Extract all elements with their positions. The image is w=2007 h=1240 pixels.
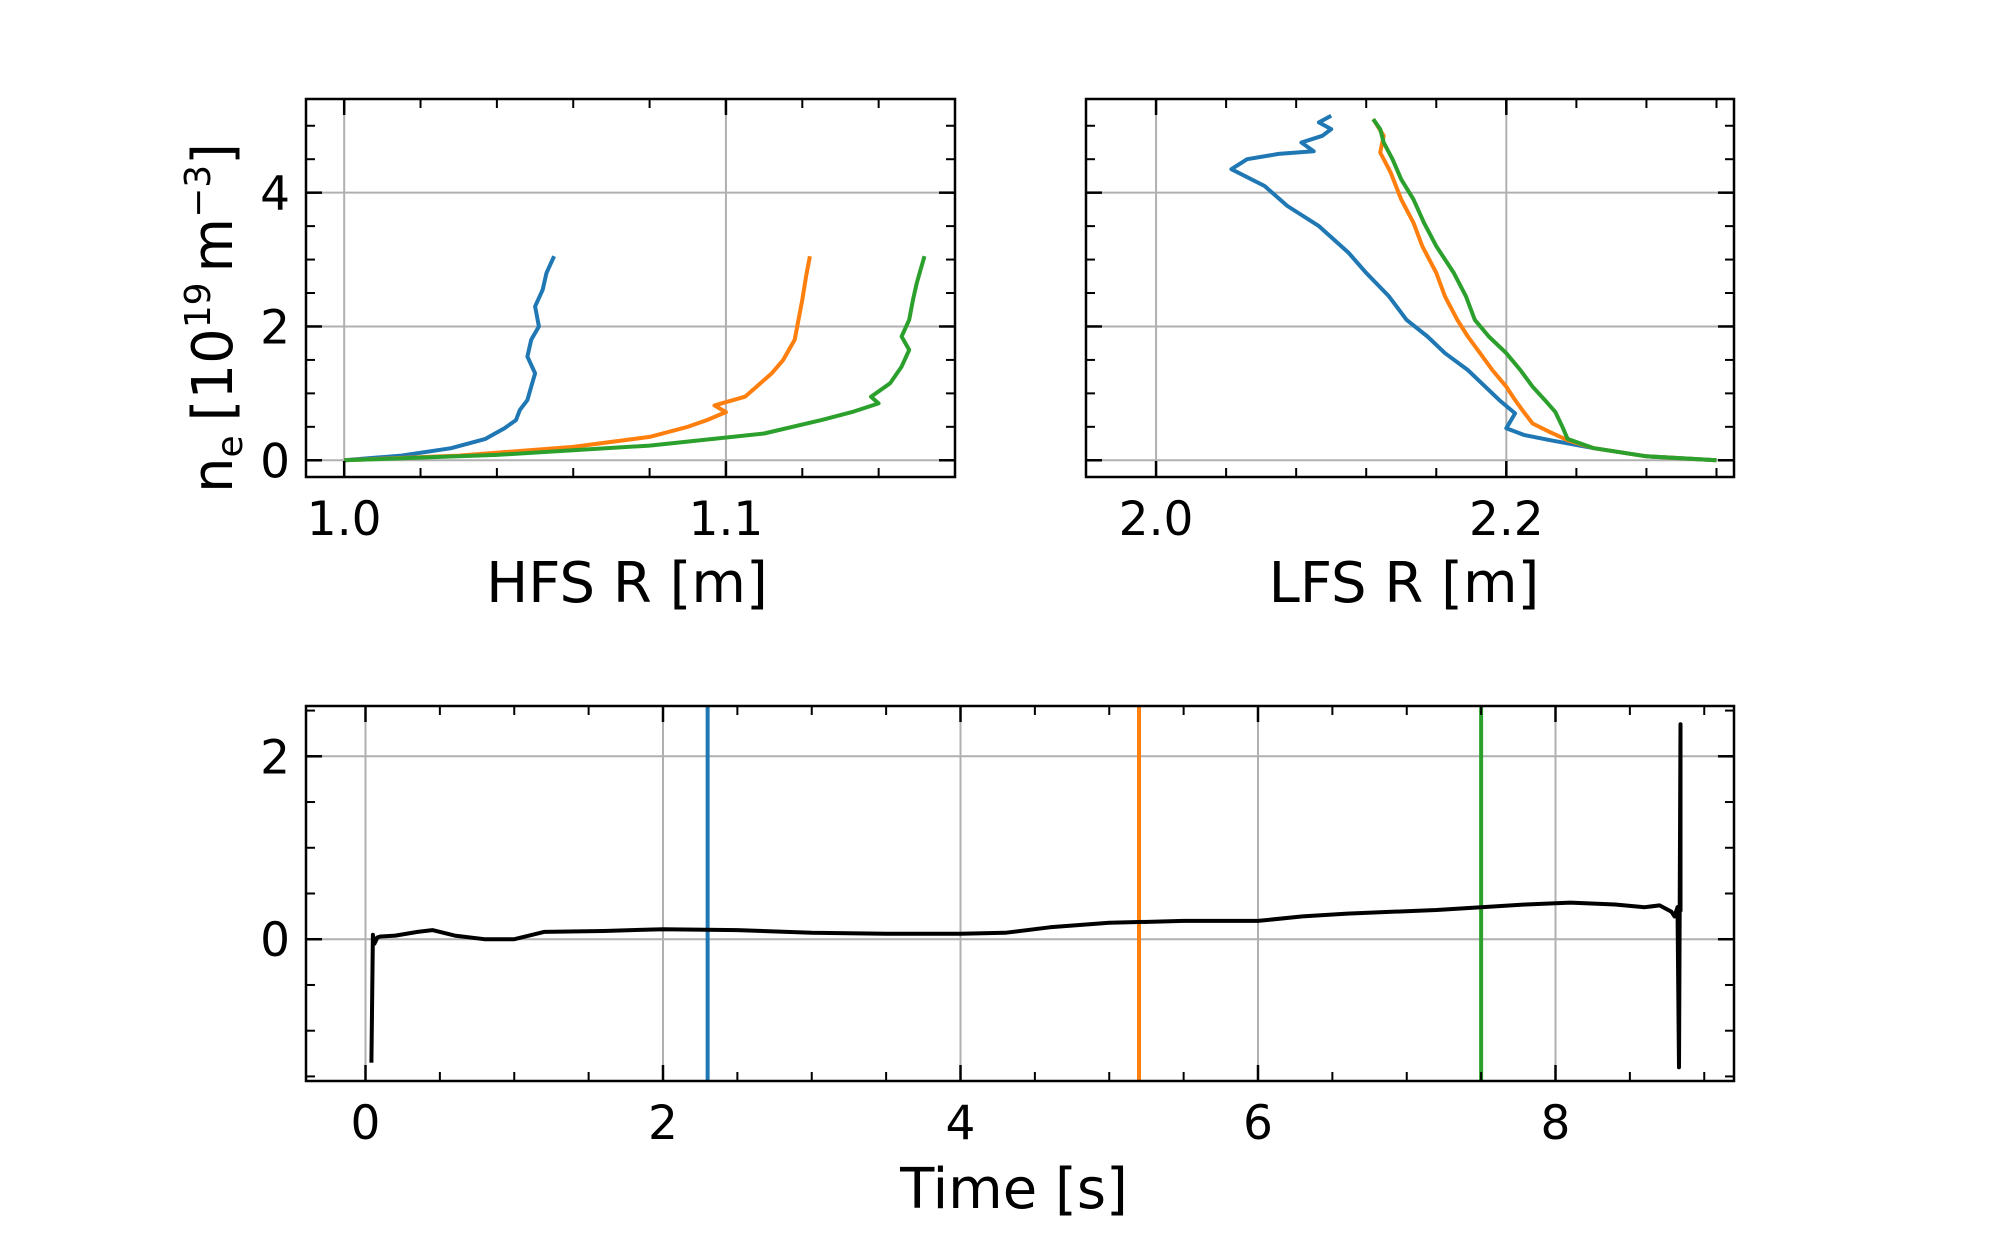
time-x-tick-label-3: 6: [1243, 1096, 1273, 1151]
hfs-x-tick-label-1: 1.1: [689, 492, 764, 547]
time-y-tick-label-1: 2: [260, 730, 290, 785]
hfs-y-tick-label-1: 2: [260, 300, 290, 355]
lfs-profile-panel: 2.0 2.2: [1084, 97, 1736, 547]
time-axes-frame: [304, 704, 1736, 1083]
lfs-x-axis-label: LFS R [m]: [1269, 551, 1540, 616]
hfs-profile-panel: 1.0 1.1 0 2 4: [260, 97, 957, 547]
hfs-y-tick-label-2: 4: [260, 167, 290, 222]
time-x-axis-label: Time [s]: [899, 1157, 1128, 1222]
lfs-series-line-2: [1371, 117, 1717, 463]
hfs-series-line-1: [344, 255, 812, 463]
time-x-tick-label-1: 2: [648, 1096, 678, 1151]
time-x-tick-label-2: 4: [946, 1096, 976, 1151]
hfs-y-tick-label-0: 0: [260, 434, 290, 489]
time-trace-panel: 0 2 4 6 8 0 2: [260, 704, 1736, 1151]
time-x-tick-label-4: 8: [1541, 1096, 1571, 1151]
lfs-x-tick-label-1: 2.2: [1469, 492, 1544, 547]
time-x-tick-label-0: 0: [351, 1096, 381, 1151]
lfs-series-line-1: [1371, 118, 1717, 463]
svg-text:ne[1019m−3]: ne[1019m−3]: [178, 143, 251, 493]
time-series-line-0: [369, 722, 1683, 1070]
lfs-axes-frame: [1084, 97, 1736, 479]
density-y-axis-label: ne[1019m−3]: [178, 143, 251, 493]
hfs-series-line-2: [344, 255, 927, 463]
lfs-series-line-0: [1229, 113, 1717, 463]
hfs-x-tick-label-0: 1.0: [307, 492, 382, 547]
hfs-series-line-0: [344, 255, 556, 463]
time-y-tick-label-0: 0: [260, 913, 290, 968]
hfs-axes-frame: [304, 97, 957, 479]
lfs-x-tick-label-0: 2.0: [1119, 492, 1194, 547]
hfs-x-axis-label: HFS R [m]: [486, 551, 768, 616]
